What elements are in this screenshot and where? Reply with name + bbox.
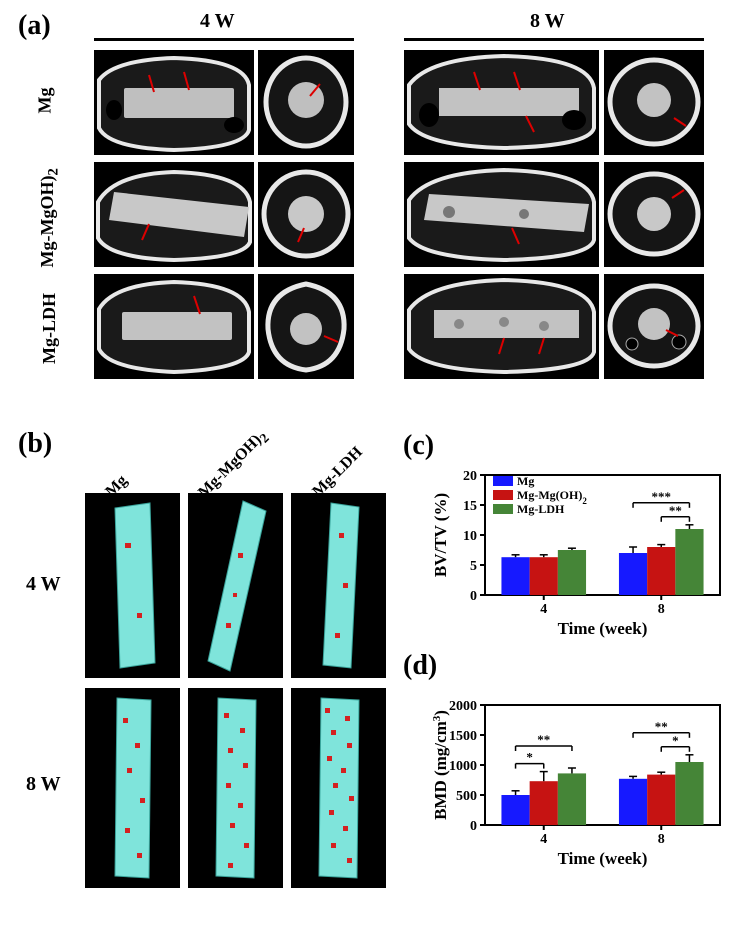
b-row-4w: 4 W xyxy=(26,573,61,596)
svg-text:Time (week): Time (week) xyxy=(558,619,648,638)
svg-text:*: * xyxy=(526,750,533,765)
figure-root: (a) 4 W 8 W Mg Mg-MgOH)2 Mg-LDH xyxy=(10,10,723,400)
svg-text:**: ** xyxy=(537,732,550,747)
ct-8w-mgoh-ax xyxy=(604,162,704,267)
svg-text:8: 8 xyxy=(658,602,665,617)
row-label-mg: Mg xyxy=(35,88,56,114)
col-header-4w: 4 W xyxy=(200,10,235,33)
svg-text:**: ** xyxy=(669,503,682,518)
row-label-ldh: Mg-LDH xyxy=(39,293,60,364)
svg-text:10: 10 xyxy=(463,529,477,544)
render-8w-mgoh xyxy=(188,688,283,888)
col-rule-8w xyxy=(404,38,704,41)
svg-text:BMD (mg/cm3): BMD (mg/cm3) xyxy=(431,710,450,820)
svg-text:20: 20 xyxy=(463,469,477,484)
svg-text:4: 4 xyxy=(540,832,547,847)
svg-text:15: 15 xyxy=(463,499,477,514)
svg-text:*: * xyxy=(672,733,679,748)
svg-text:***: *** xyxy=(652,489,672,504)
ct-4w-mg-long xyxy=(94,50,254,155)
svg-text:Mg-LDH: Mg-LDH xyxy=(517,502,565,516)
render-8w-mg xyxy=(85,688,180,888)
ct-4w-mg-ax xyxy=(258,50,354,155)
svg-text:4: 4 xyxy=(540,602,547,617)
ct-4w-ldh-ax xyxy=(258,274,354,379)
svg-text:BV/TV (%): BV/TV (%) xyxy=(431,493,450,577)
svg-text:**: ** xyxy=(655,719,668,734)
svg-text:8: 8 xyxy=(658,832,665,847)
panel-b: Mg Mg-MgOH)2 Mg-LDH 4 W 8 W xyxy=(10,428,405,908)
chart-d: 050010001500200048******BMD (mg/cm3)Time… xyxy=(430,670,730,870)
b-row-8w: 8 W xyxy=(26,773,61,796)
render-4w-mgoh xyxy=(188,493,283,678)
svg-text:2000: 2000 xyxy=(449,699,477,714)
svg-text:5: 5 xyxy=(470,559,477,574)
panel-a: 4 W 8 W Mg Mg-MgOH)2 Mg-LDH xyxy=(10,10,723,400)
ct-8w-ldh-long xyxy=(404,274,599,379)
ct-8w-mg-ax xyxy=(604,50,704,155)
svg-text:0: 0 xyxy=(470,819,477,834)
svg-text:Time (week): Time (week) xyxy=(558,849,648,868)
chart-c: 0 5 10 15 20 4 8 ***** BV/TV (%) Time (week) Mg Mg-… xyxy=(430,440,730,640)
ct-8w-ldh-ax xyxy=(604,274,704,379)
render-4w-mg xyxy=(85,493,180,678)
ct-4w-ldh-long xyxy=(94,274,254,379)
ct-8w-mgoh-long xyxy=(404,162,599,267)
svg-text:500: 500 xyxy=(456,789,477,804)
ct-4w-mgoh-long xyxy=(94,162,254,267)
col-header-8w: 8 W xyxy=(530,10,565,33)
svg-text:0: 0 xyxy=(470,589,477,604)
render-8w-ldh xyxy=(291,688,386,888)
render-4w-ldh xyxy=(291,493,386,678)
svg-text:1000: 1000 xyxy=(449,759,477,774)
svg-text:Mg: Mg xyxy=(517,474,534,488)
svg-text:1500: 1500 xyxy=(449,729,477,744)
ct-4w-mgoh-ax xyxy=(258,162,354,267)
ct-8w-mg-long xyxy=(404,50,599,155)
col-rule-4w xyxy=(94,38,354,41)
row-label-mgoh: Mg-MgOH)2 xyxy=(37,168,63,267)
